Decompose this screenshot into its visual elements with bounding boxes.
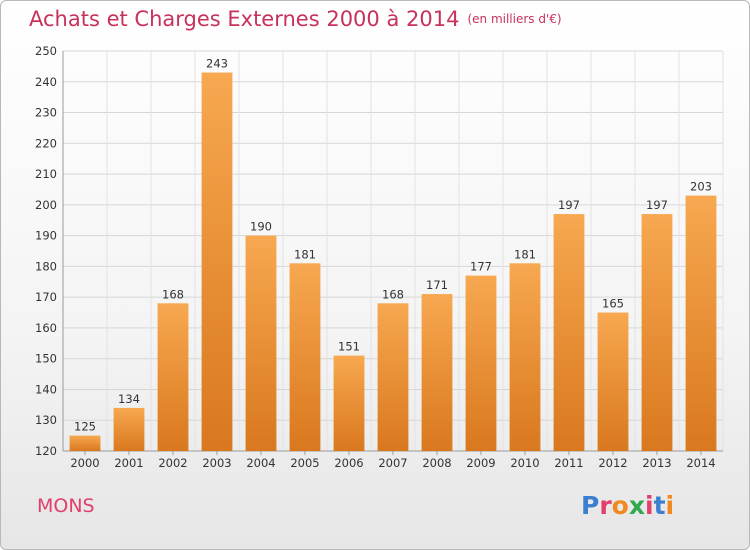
x-tick-label: 2000 <box>70 456 99 470</box>
bar <box>245 235 277 451</box>
bar <box>113 407 145 451</box>
bar-value-label: 171 <box>426 278 448 292</box>
bar <box>597 312 629 451</box>
y-tick-label: 180 <box>35 259 57 273</box>
bar <box>333 355 365 451</box>
y-tick-label: 200 <box>35 198 57 212</box>
bar-value-label: 197 <box>646 198 668 212</box>
bar-value-label: 168 <box>162 287 184 301</box>
bar-value-label: 181 <box>294 247 316 261</box>
y-tick-label: 190 <box>35 229 57 243</box>
x-tick-label: 2012 <box>598 456 627 470</box>
chart-title-text: Achats et Charges Externes 2000 à 2014 <box>29 7 460 31</box>
y-tick-label: 240 <box>35 75 57 89</box>
labels: 125 2000 134 2001 168 2002 243 2003 190 2004 181 20… <box>70 57 715 470</box>
logo-letter: P <box>581 491 600 520</box>
bar <box>509 263 541 451</box>
bar <box>421 294 453 451</box>
logo-letter: i <box>645 491 654 520</box>
x-tick-label: 2006 <box>334 456 363 470</box>
x-tick-label: 2007 <box>378 456 407 470</box>
x-tick-label: 2008 <box>422 456 451 470</box>
y-tick-label: 230 <box>35 106 57 120</box>
y-tick-label: 130 <box>35 413 57 427</box>
city-label: MONS <box>37 495 95 517</box>
bar <box>553 214 585 451</box>
bar <box>685 195 717 451</box>
bar-value-label: 181 <box>514 247 536 261</box>
x-tick-label: 2001 <box>114 456 143 470</box>
y-tick-label: 120 <box>35 444 57 458</box>
bar <box>641 214 673 451</box>
chart-unit: (en milliers d'€) <box>467 12 562 26</box>
bar <box>157 303 189 451</box>
bar-value-label: 125 <box>74 420 96 434</box>
bar-value-label: 165 <box>602 297 624 311</box>
bar <box>465 275 497 451</box>
bar-value-label: 190 <box>250 220 272 234</box>
x-tick-label: 2010 <box>510 456 539 470</box>
bar-value-label: 151 <box>338 340 360 354</box>
y-tick-label: 220 <box>35 136 57 150</box>
y-tick-label: 170 <box>35 290 57 304</box>
y-tick-label: 250 <box>35 44 57 58</box>
x-tick-label: 2009 <box>466 456 495 470</box>
bar-value-label: 168 <box>382 287 404 301</box>
bar <box>377 303 409 451</box>
bars <box>69 72 717 452</box>
x-tick-label: 2011 <box>554 456 583 470</box>
logo-letter: t <box>653 491 666 520</box>
bar <box>69 435 101 451</box>
bar-value-label: 197 <box>558 198 580 212</box>
x-tick-label: 2002 <box>158 456 187 470</box>
y-tick-label: 140 <box>35 382 57 396</box>
x-tick-label: 2014 <box>686 456 715 470</box>
y-tick-label: 210 <box>35 167 57 181</box>
x-tick-label: 2003 <box>202 456 231 470</box>
bar-value-label: 203 <box>690 180 712 194</box>
y-tick-label: 150 <box>35 352 57 366</box>
x-tick-label: 2013 <box>642 456 671 470</box>
logo-letter: r <box>599 491 612 520</box>
bar <box>289 263 321 451</box>
y-tick-label: 160 <box>35 321 57 335</box>
chart-title: Achats et Charges Externes 2000 à 2014 (e… <box>29 7 562 31</box>
bar-value-label: 177 <box>470 260 492 274</box>
logo-letter: o <box>611 491 629 520</box>
proxiti-logo[interactable]: Proxiti <box>581 491 674 520</box>
logo-letter: i <box>665 491 675 520</box>
x-tick-label: 2004 <box>246 456 275 470</box>
logo-letter: x <box>628 491 645 520</box>
bar <box>201 72 233 452</box>
bar-value-label: 243 <box>206 57 228 71</box>
x-tick-label: 2005 <box>290 456 319 470</box>
bar-value-label: 134 <box>118 392 140 406</box>
